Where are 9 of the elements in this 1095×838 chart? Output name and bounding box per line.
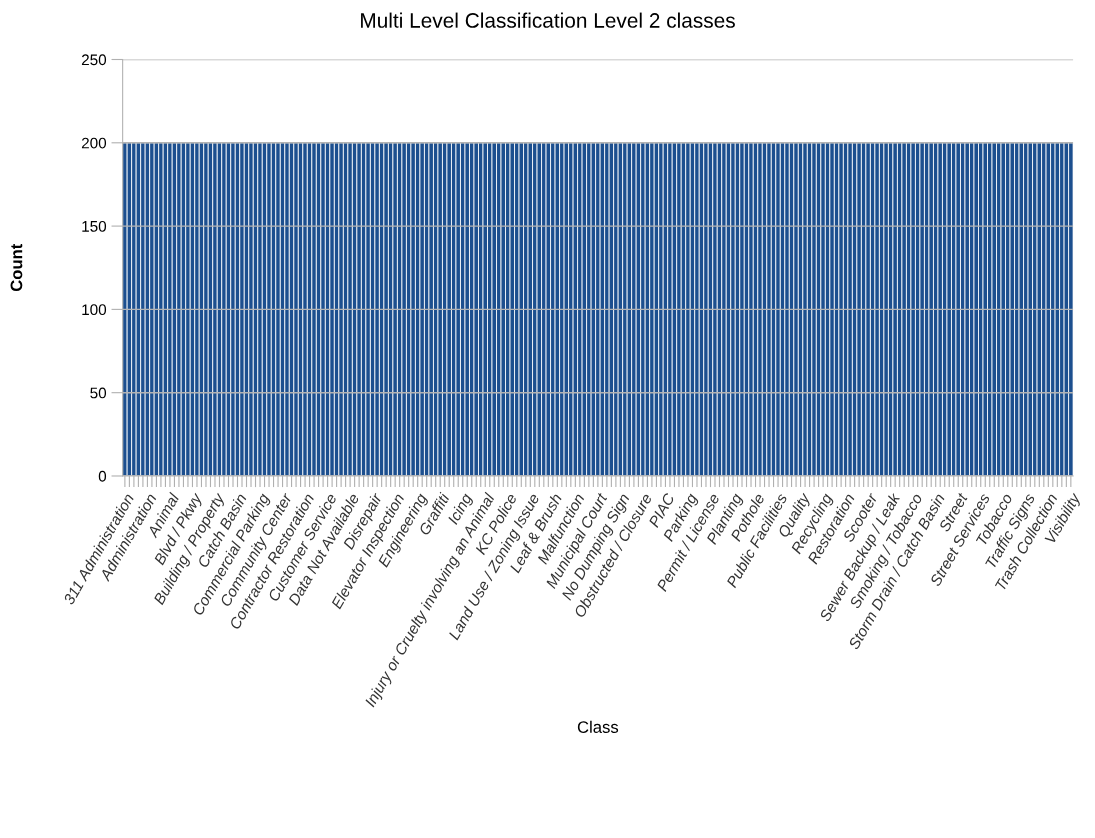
chart-title: Multi Level Classification Level 2 classes: [361, 12, 735, 28]
y-tick-label: 250: [81, 54, 107, 66]
x-axis-title: Class: [577, 720, 619, 733]
y-tick-label: 150: [82, 220, 107, 232]
y-tick-label: 200: [81, 137, 107, 149]
y-tick-label: 0: [98, 470, 107, 482]
y-tick-label: 50: [90, 387, 107, 399]
y-axis-title: Count: [10, 243, 23, 292]
y-tick-label: 100: [82, 304, 107, 316]
